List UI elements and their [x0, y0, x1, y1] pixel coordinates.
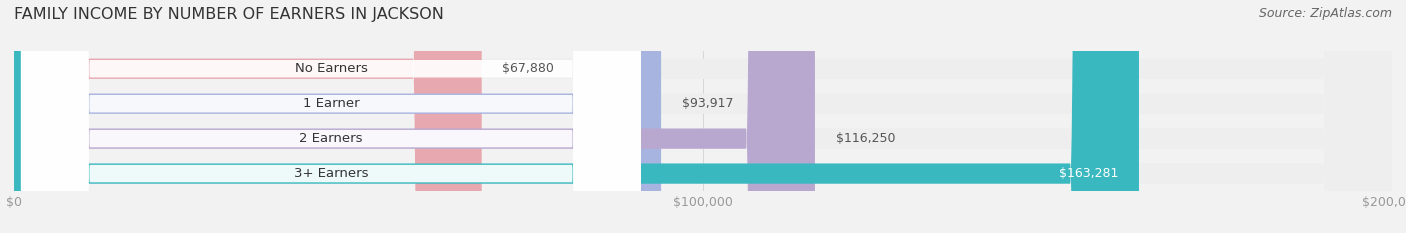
Text: $67,880: $67,880: [502, 62, 554, 75]
Text: $163,281: $163,281: [1059, 167, 1118, 180]
Text: $93,917: $93,917: [682, 97, 734, 110]
FancyBboxPatch shape: [21, 0, 641, 233]
FancyBboxPatch shape: [14, 0, 1139, 233]
FancyBboxPatch shape: [21, 0, 641, 233]
FancyBboxPatch shape: [14, 0, 1392, 233]
FancyBboxPatch shape: [14, 0, 482, 233]
Text: $116,250: $116,250: [835, 132, 896, 145]
FancyBboxPatch shape: [14, 0, 1392, 233]
FancyBboxPatch shape: [14, 0, 661, 233]
FancyBboxPatch shape: [14, 0, 1392, 233]
FancyBboxPatch shape: [21, 0, 641, 233]
FancyBboxPatch shape: [21, 0, 641, 233]
Text: FAMILY INCOME BY NUMBER OF EARNERS IN JACKSON: FAMILY INCOME BY NUMBER OF EARNERS IN JA…: [14, 7, 444, 22]
Text: No Earners: No Earners: [294, 62, 367, 75]
FancyBboxPatch shape: [14, 0, 815, 233]
FancyBboxPatch shape: [14, 0, 1392, 233]
Text: 1 Earner: 1 Earner: [302, 97, 360, 110]
Text: 2 Earners: 2 Earners: [299, 132, 363, 145]
Text: 3+ Earners: 3+ Earners: [294, 167, 368, 180]
Text: Source: ZipAtlas.com: Source: ZipAtlas.com: [1258, 7, 1392, 20]
